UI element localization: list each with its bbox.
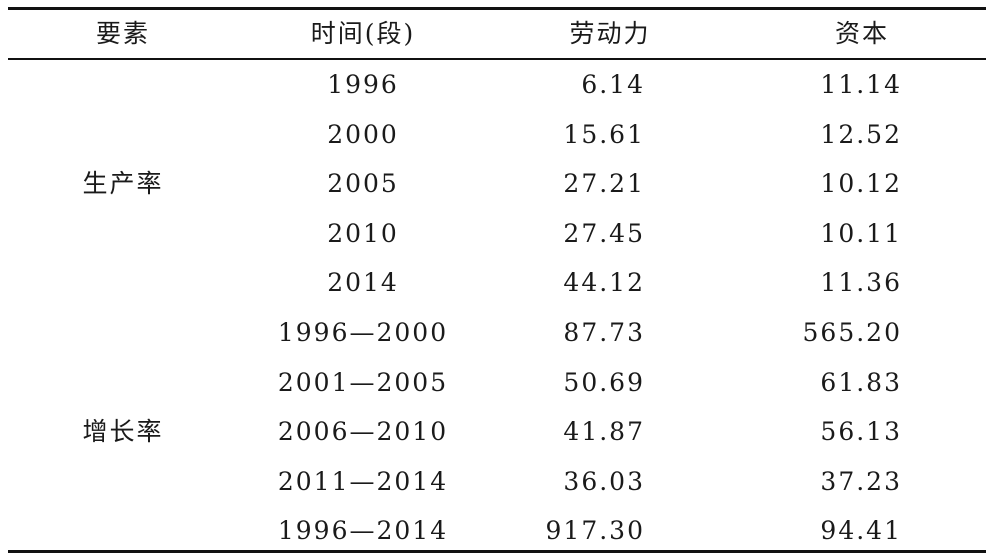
labor-cell: 917.30 [545, 516, 645, 546]
time-cell: 2000 [327, 119, 399, 149]
group-label: 增长率 [82, 417, 164, 447]
header-cell: 劳动力 [569, 19, 651, 48]
time-cell: 1996—2000 [277, 318, 449, 347]
labor-cell: 87.73 [563, 318, 645, 347]
group-label: 生产率 [82, 169, 164, 199]
header-cell: 时间(段) [310, 19, 416, 48]
labor-cell: 15.61 [563, 119, 645, 149]
time-cell: 2005 [327, 169, 399, 199]
time-cell: 2011—2014 [277, 466, 449, 496]
labor-cell: 6.14 [581, 70, 645, 99]
header-cell: 要素 [95, 19, 151, 48]
capital-cell: 94.41 [820, 516, 902, 546]
capital-cell: 565.20 [802, 318, 902, 347]
labor-cell: 27.21 [563, 169, 645, 199]
capital-cell: 10.11 [820, 218, 902, 248]
bottom-rule [8, 550, 986, 553]
capital-cell: 10.12 [820, 169, 902, 199]
labor-cell: 50.69 [563, 367, 645, 397]
header-rule [8, 58, 986, 60]
time-cell: 2006—2010 [277, 417, 449, 447]
header-cell: 资本 [834, 19, 890, 48]
capital-cell: 11.14 [820, 70, 902, 99]
time-cell: 2001—2005 [277, 367, 449, 397]
top-rule [8, 7, 986, 10]
capital-cell: 56.13 [820, 417, 902, 447]
labor-cell: 27.45 [563, 218, 645, 248]
capital-cell: 61.83 [820, 367, 902, 397]
labor-cell: 41.87 [563, 417, 645, 447]
time-cell: 1996 [327, 70, 399, 99]
capital-cell: 37.23 [820, 466, 902, 496]
time-cell: 2010 [327, 218, 399, 248]
capital-cell: 11.36 [820, 268, 902, 298]
time-cell: 1996—2014 [277, 516, 449, 546]
labor-cell: 36.03 [563, 466, 645, 496]
labor-cell: 44.12 [563, 268, 645, 298]
time-cell: 2014 [327, 268, 399, 298]
capital-cell: 12.52 [820, 119, 902, 149]
